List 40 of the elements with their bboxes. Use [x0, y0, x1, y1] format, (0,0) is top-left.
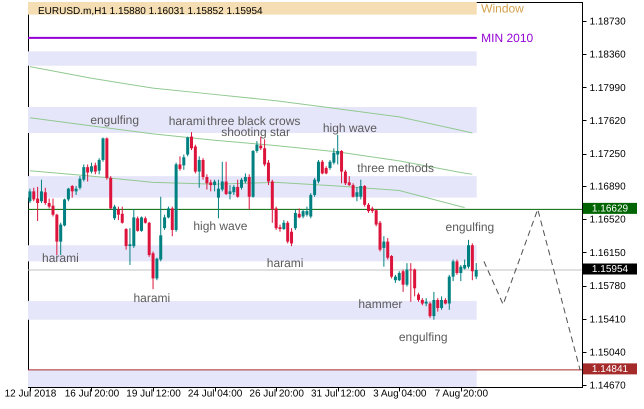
- line-series: [29, 117, 473, 175]
- x-tick-label: 24 Jul 04:00: [188, 388, 243, 400]
- y-tick-label: 1.16150: [590, 248, 626, 259]
- y-tick-label: 1.16890: [590, 181, 626, 192]
- ref-line-label: 1.14841: [592, 364, 629, 375]
- annotation: harami: [133, 291, 170, 305]
- x-tick-label: 16 Jul 20:00: [64, 388, 120, 400]
- annotation: engulfing: [90, 113, 140, 127]
- x-tick-label: 19 Jul 12:00: [126, 388, 182, 400]
- annotation: harami: [266, 256, 304, 270]
- y-tick-label: 1.14670: [590, 380, 626, 392]
- chart-title: EURUSD.m,H1 1.15880 1.16031 1.15852 1.15954: [38, 6, 264, 17]
- band-label: Window: [481, 1, 524, 16]
- annotation: high wave: [193, 219, 248, 233]
- y-tick-label: 1.18360: [590, 50, 626, 61]
- y-tick-label: 1.15780: [590, 281, 626, 292]
- y-tick-label: 1.15040: [590, 348, 626, 358]
- annotation: harami: [168, 114, 206, 128]
- annotation: high wave: [322, 121, 378, 135]
- annotation: three methods: [357, 161, 434, 175]
- y-tick-label: 1.17250: [590, 149, 626, 160]
- y-tick-label: 1.15410: [590, 314, 626, 326]
- y-tick-label: 1.17620: [590, 116, 626, 127]
- annotation: shooting star: [221, 125, 290, 139]
- annotation: harami: [42, 251, 79, 265]
- annotation: engulfing: [398, 330, 448, 344]
- x-tick-label: 7 Aug 20:00: [434, 388, 488, 400]
- ref-line-label: 1.15954: [592, 264, 629, 275]
- y-tick-label: 1.17990: [590, 82, 626, 94]
- annotation: engulfing: [446, 220, 494, 234]
- y-tick-label: 1.18730: [590, 16, 626, 28]
- y-tick-label: 1.16520: [590, 214, 626, 226]
- ref-line-label: 1.16629: [592, 203, 629, 214]
- annotation: three black crows: [207, 114, 300, 128]
- annotation: hammer: [358, 297, 402, 311]
- x-tick-label: 3 Aug 04:00: [373, 388, 427, 400]
- x-tick-label: 26 Jul 20:00: [249, 388, 304, 400]
- x-tick-label: 12 Jul 2018: [4, 388, 57, 400]
- x-tick-label: 31 Jul 12:00: [310, 388, 366, 400]
- ref-line-label: MIN 2010: [481, 30, 534, 45]
